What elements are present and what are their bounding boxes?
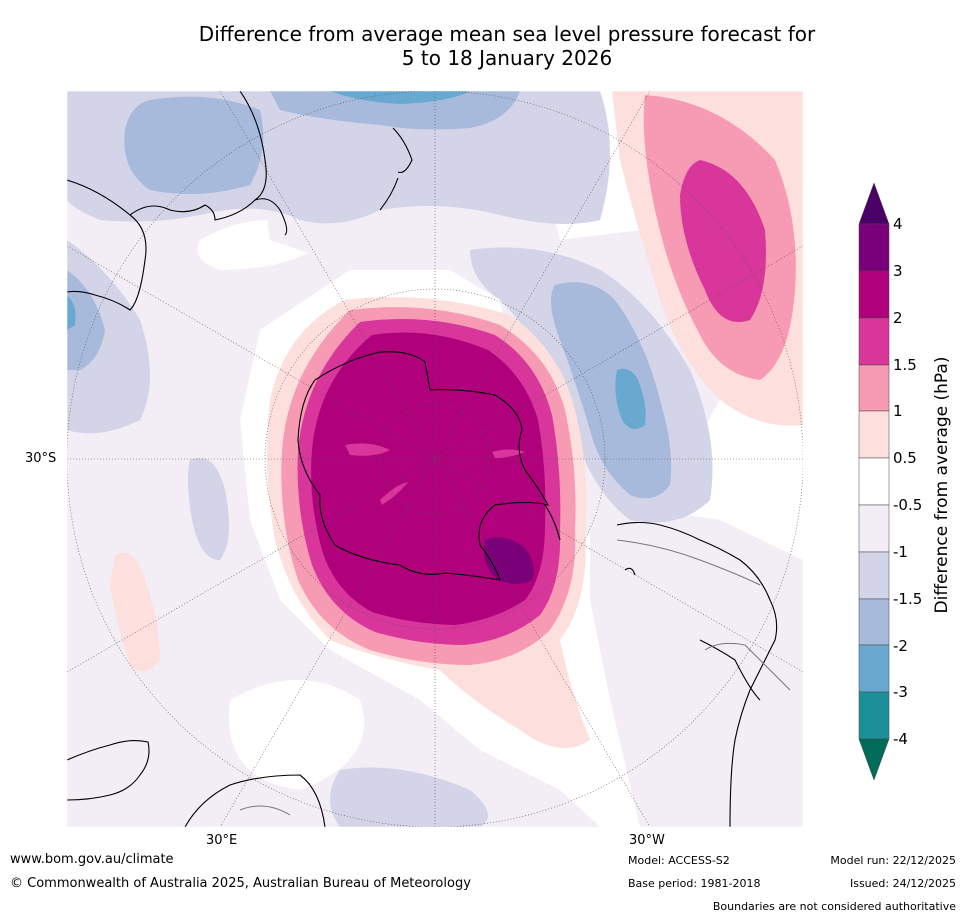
chart-title-line-1: Difference from average mean sea level p… <box>198 22 816 46</box>
colorbar-segment <box>858 223 890 272</box>
footer-copyright: © Commonwealth of Australia 2025, Austra… <box>10 876 471 891</box>
latitude-label-30s: 30°S <box>25 451 57 466</box>
map-frame <box>66 90 804 828</box>
colorbar-tick: -3 <box>893 683 908 701</box>
colorbar-tick: 2 <box>893 309 903 327</box>
colorbar-tick: -2 <box>893 637 908 655</box>
colorbar-segment <box>858 317 890 366</box>
colorbar-extend-top <box>858 182 890 225</box>
anomaly-streak <box>380 482 408 505</box>
colorbar-segment <box>858 691 890 740</box>
colorbar-tick: -1 <box>893 543 908 561</box>
colorbar-tick: 0.5 <box>893 449 917 467</box>
colorbar <box>858 182 890 781</box>
colorbar-extend-bottom <box>858 738 890 781</box>
colorbar-segment <box>858 410 890 459</box>
footer-model-run: Model run: 22/12/2025 <box>830 854 956 867</box>
colorbar-title: Difference from average (hPa) <box>932 356 952 614</box>
colorbar-segment <box>858 644 890 693</box>
coastline-grey <box>239 539 791 816</box>
footer-model: Model: ACCESS-S2 <box>628 854 730 867</box>
colorbar-tick: 1.5 <box>893 356 917 374</box>
anomaly-band-neg-1.5 <box>67 91 672 499</box>
colorbar-tick: 4 <box>893 215 903 233</box>
colorbar-segment <box>858 457 890 506</box>
colorbar-tick: -4 <box>893 730 908 748</box>
chart-title-line-2: 5 to 18 January 2026 <box>401 46 613 70</box>
colorbar-tick: 1 <box>893 402 903 420</box>
colorbar-tick: -0.5 <box>893 496 923 514</box>
colorbar-segment <box>858 270 890 319</box>
footer-issued: Issued: 24/12/2025 <box>849 877 956 890</box>
colorbar-segment <box>858 598 890 646</box>
colorbar-segment <box>858 364 890 412</box>
colorbar-tick: -1.5 <box>893 590 923 608</box>
map-panel <box>67 91 803 827</box>
anomaly-streak <box>345 443 390 456</box>
anomaly-band-neg-0.5 <box>67 91 803 827</box>
footer-disclaimer: Boundaries are not considered authoritat… <box>712 900 956 913</box>
longitude-label-30w: 30°W <box>629 833 665 848</box>
footer-base-period: Base period: 1981-2018 <box>628 877 761 890</box>
graticule <box>67 91 803 827</box>
colorbar-tick: 3 <box>893 262 903 280</box>
colorbar-segment <box>858 504 890 553</box>
longitude-label-30e: 30°E <box>206 833 238 848</box>
footer-url[interactable]: www.bom.gov.au/climate <box>10 852 174 867</box>
coastlines <box>67 91 778 827</box>
anomaly-streak <box>492 449 525 458</box>
colorbar-segment <box>858 551 890 600</box>
